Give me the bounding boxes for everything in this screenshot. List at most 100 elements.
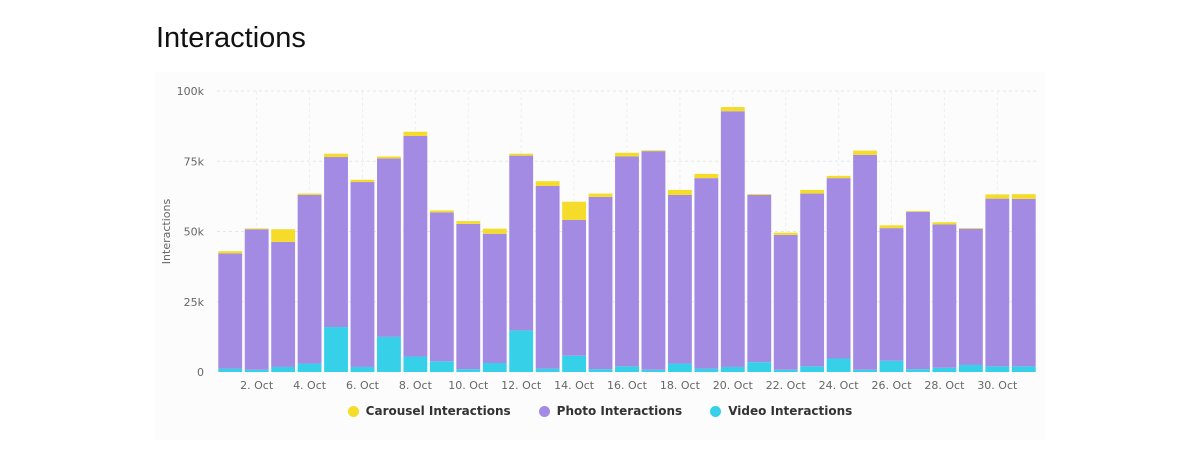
bar-photo-5[interactable] <box>324 157 348 328</box>
bar-video-24[interactable] <box>826 358 851 372</box>
bar-video-10[interactable] <box>456 369 481 372</box>
bar-photo-10[interactable] <box>456 223 481 370</box>
bar-photo-16[interactable] <box>615 156 639 367</box>
bar-photo-23[interactable] <box>800 193 825 367</box>
bar-carousel-18[interactable] <box>667 189 692 195</box>
bar-photo-27[interactable] <box>906 211 930 370</box>
bar-photo-22[interactable] <box>773 234 798 370</box>
bar-carousel-30[interactable] <box>985 194 1010 199</box>
bar-video-29[interactable] <box>958 364 983 372</box>
bar-photo-1[interactable] <box>218 253 243 369</box>
bar-photo-3[interactable] <box>271 241 296 367</box>
bar-carousel-2[interactable] <box>244 228 269 230</box>
bar-video-2[interactable] <box>244 369 269 372</box>
bar-video-17[interactable] <box>641 369 666 372</box>
bar-photo-11[interactable] <box>482 233 507 364</box>
bar-carousel-5[interactable] <box>324 153 348 158</box>
bar-video-5[interactable] <box>324 327 348 372</box>
bar-video-19[interactable] <box>694 368 719 372</box>
bar-carousel-8[interactable] <box>403 131 428 136</box>
bar-video-7[interactable] <box>377 336 401 372</box>
bar-carousel-6[interactable] <box>350 179 375 183</box>
bar-carousel-23[interactable] <box>800 189 825 194</box>
bar-carousel-12[interactable] <box>509 153 534 156</box>
bar-video-16[interactable] <box>615 366 639 372</box>
bar-photo-4[interactable] <box>297 194 322 364</box>
bar-photo-24[interactable] <box>826 178 851 359</box>
bar-photo-21[interactable] <box>747 194 772 363</box>
bar-carousel-27[interactable] <box>906 210 930 212</box>
bar-video-25[interactable] <box>853 369 877 372</box>
legend-item-video[interactable]: Video Interactions <box>710 404 852 418</box>
bar-carousel-21[interactable] <box>747 194 772 195</box>
bar-photo-8[interactable] <box>403 135 428 357</box>
bar-photo-9[interactable] <box>429 212 454 362</box>
bar-carousel-29[interactable] <box>958 228 983 229</box>
bar-video-30[interactable] <box>985 366 1010 372</box>
bar-video-28[interactable] <box>932 367 957 372</box>
bar-carousel-14[interactable] <box>562 201 587 220</box>
bar-photo-28[interactable] <box>932 224 957 368</box>
bar-carousel-17[interactable] <box>641 150 666 152</box>
legend-item-photo[interactable]: Photo Interactions <box>538 404 682 418</box>
bar-photo-6[interactable] <box>350 182 375 367</box>
bar-photo-2[interactable] <box>244 229 269 370</box>
bar-photo-30[interactable] <box>985 198 1010 367</box>
bar-video-26[interactable] <box>879 360 904 372</box>
bar-video-3[interactable] <box>271 366 296 372</box>
bar-photo-20[interactable] <box>720 111 745 367</box>
bar-carousel-15[interactable] <box>588 193 613 197</box>
bar-carousel-24[interactable] <box>826 175 851 179</box>
bar-carousel-26[interactable] <box>879 225 904 229</box>
bar-photo-19[interactable] <box>694 178 719 369</box>
bar-photo-18[interactable] <box>667 194 692 364</box>
bar-video-15[interactable] <box>588 369 613 372</box>
bar-carousel-11[interactable] <box>482 228 507 234</box>
bar-carousel-22[interactable] <box>773 232 798 235</box>
bar-video-1[interactable] <box>218 368 243 372</box>
bar-video-27[interactable] <box>906 369 930 372</box>
bar-carousel-1[interactable] <box>218 251 243 254</box>
x-tick-label: 28. Oct <box>924 379 965 392</box>
bar-carousel-3[interactable] <box>271 229 296 242</box>
bar-carousel-31[interactable] <box>1011 194 1036 199</box>
bar-video-14[interactable] <box>562 355 587 372</box>
bar-carousel-20[interactable] <box>720 107 745 112</box>
y-tick-label: 0 <box>197 366 204 379</box>
bar-video-18[interactable] <box>667 363 692 372</box>
bar-carousel-19[interactable] <box>694 173 719 179</box>
bar-photo-7[interactable] <box>377 158 401 337</box>
bar-carousel-28[interactable] <box>932 222 957 225</box>
bar-video-20[interactable] <box>720 366 745 372</box>
bar-video-6[interactable] <box>350 366 375 372</box>
bar-video-22[interactable] <box>773 369 798 372</box>
bar-video-4[interactable] <box>297 363 322 372</box>
bar-carousel-16[interactable] <box>615 152 639 157</box>
legend-item-carousel[interactable]: Carousel Interactions <box>347 404 511 418</box>
bar-carousel-25[interactable] <box>853 150 877 155</box>
bar-photo-25[interactable] <box>853 154 877 370</box>
bar-carousel-9[interactable] <box>429 210 454 213</box>
bar-video-21[interactable] <box>747 362 772 372</box>
bar-photo-31[interactable] <box>1011 198 1036 367</box>
bar-video-23[interactable] <box>800 366 825 372</box>
bar-carousel-4[interactable] <box>297 193 322 195</box>
bar-photo-14[interactable] <box>562 219 587 356</box>
bar-video-9[interactable] <box>429 361 454 372</box>
bar-video-31[interactable] <box>1011 366 1036 372</box>
bar-video-12[interactable] <box>509 330 534 372</box>
bar-carousel-7[interactable] <box>377 156 401 159</box>
x-tick-label: 26. Oct <box>872 379 913 392</box>
bar-video-13[interactable] <box>535 368 560 372</box>
bar-photo-26[interactable] <box>879 228 904 361</box>
bar-video-11[interactable] <box>482 363 507 372</box>
bar-photo-29[interactable] <box>958 228 983 365</box>
x-tick-label: 14. Oct <box>554 379 595 392</box>
bar-photo-12[interactable] <box>509 155 534 331</box>
bar-photo-15[interactable] <box>588 196 613 370</box>
bar-photo-17[interactable] <box>641 151 666 370</box>
bar-carousel-13[interactable] <box>535 181 560 186</box>
bar-video-8[interactable] <box>403 356 428 372</box>
bar-photo-13[interactable] <box>535 185 560 369</box>
bar-carousel-10[interactable] <box>456 221 481 224</box>
